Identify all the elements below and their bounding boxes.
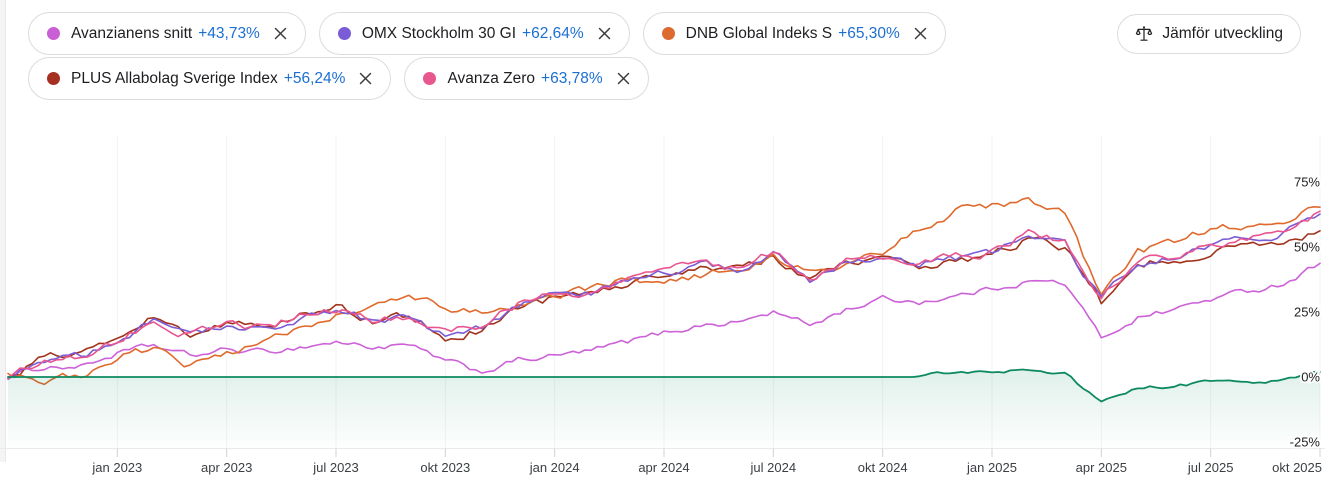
chip-change-percent: +43,73% [198,24,260,42]
x-axis-label: jan 2025 [966,460,1017,475]
balance-scale-icon [1135,25,1153,43]
series-color-dot [337,27,351,40]
x-axis-label: apr 2024 [638,460,689,475]
chip-label: Avanza Zero [447,69,536,87]
chip-change-percent: +56,24% [283,69,346,87]
y-axis-label: 25% [1294,305,1320,320]
compare-performance-button[interactable]: Jämför utveckling [1117,14,1301,54]
comparison-chip[interactable]: PLUS Allabolag Sverige Index +56,24% [28,57,392,100]
chip-label: Avanzianens snitt [71,24,193,42]
x-axis-label: jul 2023 [312,460,359,475]
chip-change-percent: +62,64% [522,24,584,42]
chart-series [7,197,1321,448]
chip-change-percent: +63,78% [541,69,603,87]
close-icon[interactable] [273,26,288,41]
chip-label: OMX Stockholm 30 GI [361,24,517,42]
comparison-chip[interactable]: Avanza Zero +63,78% [404,57,649,100]
y-axis-label: 75% [1294,175,1320,190]
x-axis-label: jan 2024 [529,460,580,475]
series-line-avanzianens-snitt [7,262,1321,381]
comparison-chip[interactable]: Avanzianens snitt +43,73% [28,12,306,55]
x-axis-label: okt 2024 [858,460,908,475]
chart-axes: jan 2023 apr 2023 jul 2023 okt 2023 jan 2024… [0,173,1325,475]
series-line-main-instrument [7,368,1321,403]
comparison-chip[interactable]: OMX Stockholm 30 GI +62,64% [318,12,630,55]
series-color-dot [47,72,60,85]
x-axis-label: apr 2025 [1076,460,1127,475]
series-color-dot [47,27,60,40]
main-series-area [8,369,1320,448]
x-axis-label: okt 2025 [1272,460,1322,475]
y-axis-label: 0% [1301,370,1320,385]
series-color-dot [423,72,437,85]
left-edge-divider [0,0,6,462]
x-axis-label: okt 2023 [420,460,470,475]
close-icon[interactable] [616,71,631,86]
comparison-chips: Avanzianens snitt +43,73% OMX Stockholm 30… [28,12,946,102]
comparison-chip[interactable]: DNB Global Indeks S +65,30% [642,12,946,55]
chip-label: PLUS Allabolag Sverige Index [71,69,278,87]
x-axis-label: jan 2023 [91,460,142,475]
x-axis-label: jul 2024 [750,460,797,475]
chips-row-2: PLUS Allabolag Sverige Index +56,24% Avanz… [28,57,946,100]
y-axis-label: -25% [1290,435,1321,450]
close-icon[interactable] [913,26,928,41]
close-icon[interactable] [597,26,612,41]
series-line-avanza-zero [7,210,1321,380]
series-color-dot [661,27,675,40]
compare-performance-label: Jämför utveckling [1162,25,1283,42]
series-line-omx-stockholm-30-gi [7,213,1321,378]
y-axis-label: 50% [1294,240,1320,255]
close-icon[interactable] [358,71,373,86]
chip-label: DNB Global Indeks S [685,24,833,42]
chip-change-percent: +65,30% [838,24,900,42]
chips-row-1: Avanzianens snitt +43,73% OMX Stockholm 30… [28,12,946,55]
x-axis-label: jul 2025 [1187,460,1234,475]
x-axis-label: apr 2023 [201,460,252,475]
series-line-dnb-global-indeks-s [7,197,1321,386]
